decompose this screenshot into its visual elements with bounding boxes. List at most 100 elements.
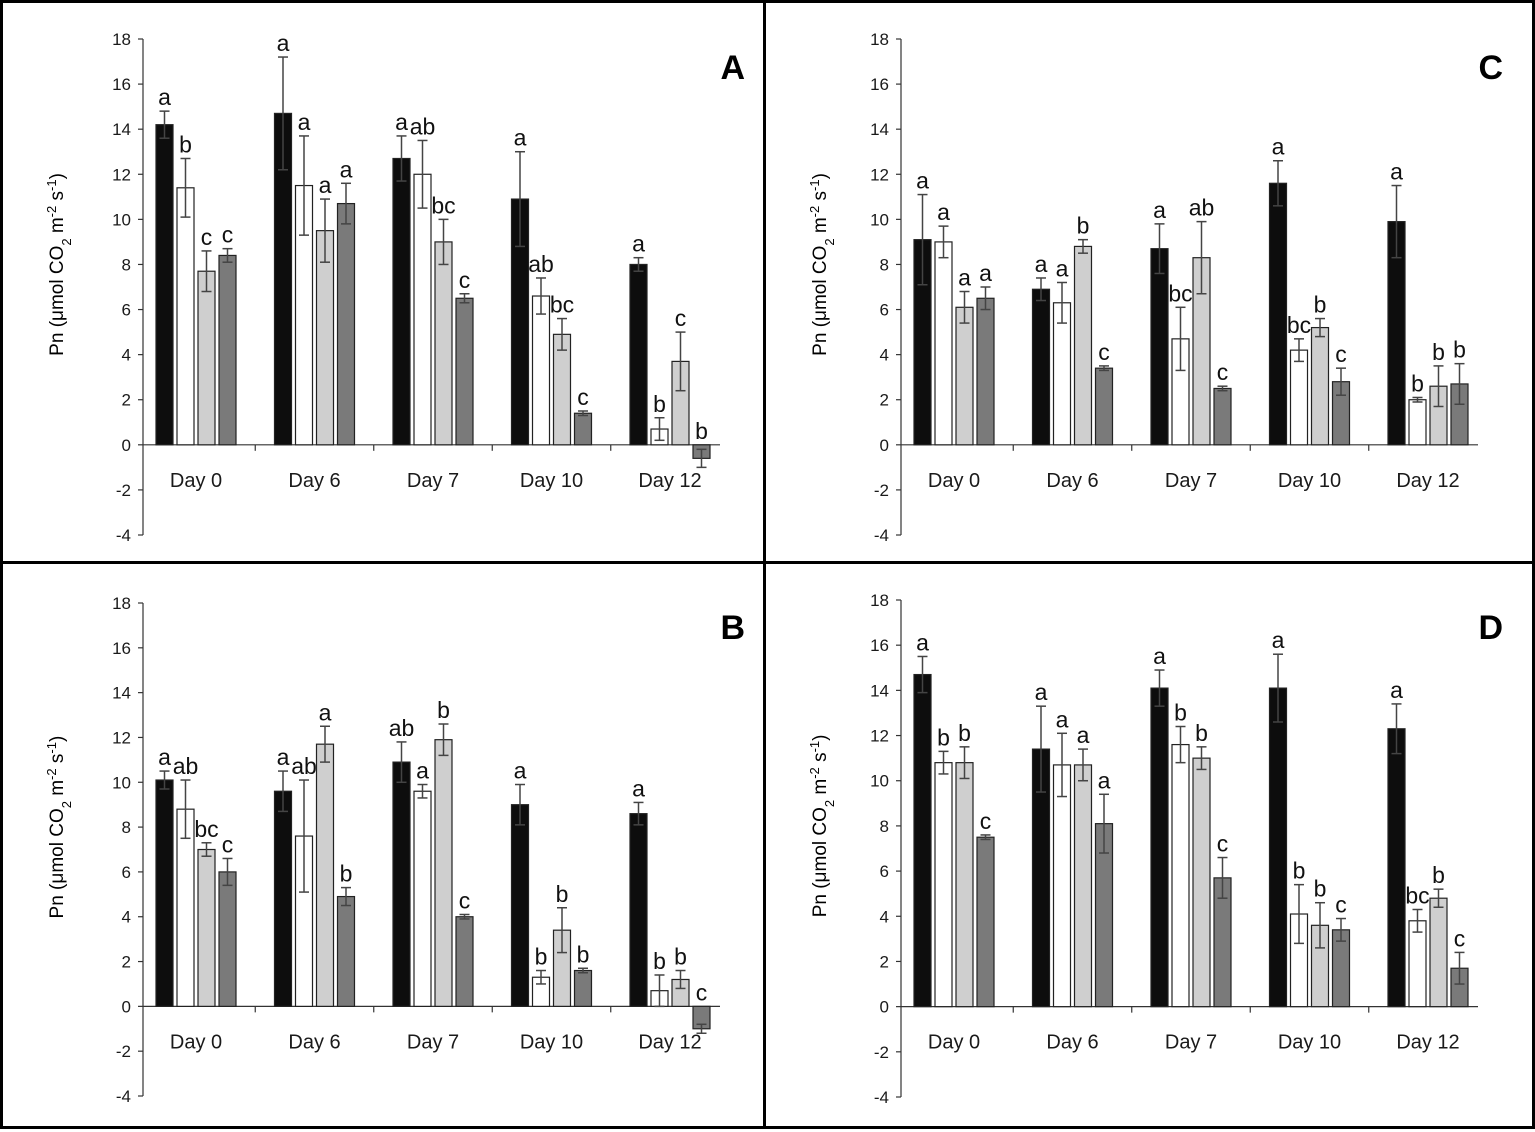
significance-letter: b [653,391,666,417]
significance-letter: ab [291,753,317,779]
significance-letter: a [340,156,353,182]
significance-letter: a [916,629,929,655]
significance-letter: c [980,808,992,834]
significance-letter: a [514,758,527,784]
significance-letter: b [1314,292,1327,318]
y-tick-label: -2 [116,481,131,500]
significance-letter: a [1390,159,1403,185]
significance-letter: ab [410,113,436,139]
y-tick-label: 18 [112,30,131,49]
significance-letter: b [653,948,666,974]
x-tick-label: Day 0 [928,470,980,492]
y-tick-label: 14 [112,684,131,703]
significance-letter: b [556,881,569,907]
bar-c-white [1289,349,1309,446]
bar-a-dark-gray [455,297,474,446]
x-tick-label: Day 12 [638,470,701,492]
significance-letter: ab [1189,195,1215,221]
significance-letter: ab [173,753,199,779]
y-tick-label: 10 [870,210,889,229]
y-tick-label: 8 [880,255,889,274]
bar-c-dark-gray [976,297,995,446]
x-tick-label: Day 10 [1278,1032,1341,1054]
x-tick-label: Day 6 [288,470,340,492]
significance-letter: ab [389,715,415,741]
y-axis-label: Pn (μmol CO2 m-2 s-1) [44,736,74,919]
significance-letter: a [277,30,290,56]
y-tick-label: 8 [880,817,889,836]
y-tick-label: 16 [870,636,889,655]
significance-letter: b [1432,339,1445,365]
x-tick-label: Day 7 [1165,1032,1217,1054]
significance-letter: a [632,775,645,801]
bar-a-dark-gray [573,412,593,446]
significance-letter: b [437,697,450,723]
x-tick-label: Day 6 [1046,470,1098,492]
y-tick-label: 2 [880,952,889,971]
significance-letter: a [1390,677,1403,703]
y-tick-label: 18 [870,591,889,610]
y-tick-label: 18 [112,594,131,613]
significance-letter: a [158,84,171,110]
y-tick-label: 4 [880,346,889,365]
y-tick-label: -4 [116,526,131,545]
panel-label-c: C [1478,49,1503,87]
significance-letter: b [674,944,687,970]
bar-a-black [155,124,174,446]
y-tick-label: 8 [122,255,131,274]
significance-letter: ab [528,251,554,277]
y-tick-label: 8 [122,818,131,837]
significance-letter: b [1411,370,1424,396]
panel-label-a: A [720,49,745,87]
y-tick-label: 16 [870,75,889,94]
significance-letter: bc [1168,280,1192,306]
chart-panel-c: C Pn (μmol CO2 m-2 s-1) 18 16 14 12 10 8 6 4 2 0 -2 -… [763,0,1535,564]
y-tick-label: 0 [880,436,889,455]
bar-d-black [1387,728,1406,1008]
significance-letter: a [979,260,992,286]
chart-canvas-b: B Pn (μmol CO2 m-2 s-1) 18 16 14 12 10 8 6 4 2 0 -2 -… [44,594,746,1106]
bar-b-dark-gray [336,895,356,1007]
chart-panel-d: D Pn (μmol CO2 m-2 s-1) 18 16 14 12 10 8 6 4 2 0 -2 -… [763,561,1535,1129]
y-tick-label: 6 [880,862,889,881]
significance-letter: a [1153,643,1166,669]
bar-a-dark-gray [336,202,356,446]
bar-b-light-gray [315,743,335,1007]
significance-letter: b [535,944,548,970]
x-tick-label: Day 6 [288,1031,340,1053]
x-tick-label: Day 10 [1278,470,1341,492]
y-tick-label: 4 [880,907,889,926]
bar-a-light-gray [434,241,453,446]
significance-letter: a [937,199,950,225]
significance-letter: c [675,305,687,331]
significance-letter: a [1272,134,1285,160]
significance-letter: a [1098,767,1111,793]
bar-d-light-gray [955,762,974,1008]
y-tick-label: 10 [870,772,889,791]
significance-letter: b [1174,700,1187,726]
significance-letter: c [1335,341,1347,367]
significance-letter: a [277,744,290,770]
x-tick-label: Day 12 [1396,470,1459,492]
significance-letter: b [1077,213,1090,239]
significance-letter: a [319,699,332,725]
significance-letter: c [1098,339,1110,365]
significance-letter: c [1335,892,1347,918]
x-tick-label: Day 0 [928,1032,980,1054]
significance-letter: a [958,265,971,291]
y-tick-label: -2 [116,1042,131,1061]
y-tick-label: 6 [880,301,889,320]
y-tick-label: 10 [112,210,131,229]
significance-letter: b [937,724,950,750]
significance-letter: bc [1287,312,1311,338]
significance-letter: c [222,831,234,857]
bar-a-black [629,263,648,446]
bar-d-white [934,762,953,1008]
y-tick-label: 16 [112,75,131,94]
y-axis-label: Pn (μmol CO2 m-2 s-1) [44,173,74,356]
y-tick-label: -4 [116,1087,131,1106]
significance-letter: a [298,109,311,135]
significance-letter: c [1454,925,1466,951]
bar-a-light-gray [552,333,572,446]
bar-a-black [392,157,411,446]
